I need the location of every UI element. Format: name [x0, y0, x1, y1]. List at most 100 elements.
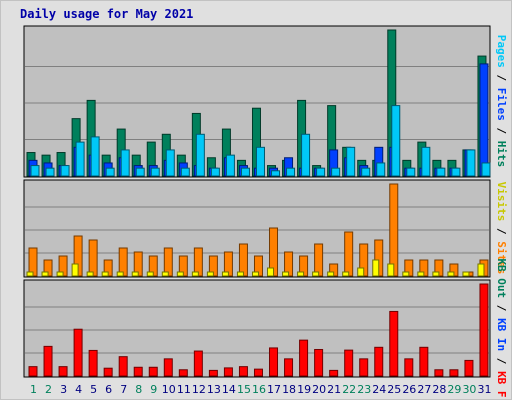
day-label: 13 [207, 383, 221, 396]
legend-item-pages: Pages [495, 35, 508, 68]
bar-kbytes [434, 369, 444, 377]
bar-kbytes [449, 369, 459, 377]
day-label: 29 [447, 383, 461, 396]
bar-sites [344, 231, 354, 277]
bar-pages [30, 165, 40, 177]
bar-pages [180, 167, 190, 177]
day-label: 17 [267, 383, 281, 396]
day-label: 21 [327, 383, 341, 396]
day-label: 3 [60, 383, 67, 396]
bar-visits [86, 271, 94, 277]
bar-visits [101, 271, 109, 277]
bar-kbytes [344, 349, 354, 377]
bar-kbytes [88, 349, 98, 377]
bar-kbytes [148, 366, 158, 377]
bar-kbytes [404, 358, 414, 377]
bar-visits [221, 271, 229, 277]
day-label: 12 [192, 383, 206, 396]
day-label: 30 [462, 383, 476, 396]
day-label: 6 [105, 383, 112, 396]
day-label: 22 [342, 383, 356, 396]
bar-visits [191, 271, 199, 277]
day-label: 10 [162, 383, 176, 396]
bar-visits [282, 271, 290, 277]
bar-kbytes [464, 359, 474, 377]
bar-pages [391, 105, 401, 177]
bar-pages [421, 146, 431, 177]
bar-pages [45, 167, 55, 177]
bar-pages [301, 133, 311, 177]
bar-kbytes [118, 356, 128, 377]
legend-separator: / [495, 298, 508, 318]
bar-pages [240, 167, 250, 177]
bar-pages [406, 167, 416, 177]
legend-bottom: KB Out / KB In / KB F [495, 258, 508, 397]
bar-kbytes [238, 366, 248, 377]
bar-visits [327, 271, 335, 277]
legend-separator: / [495, 351, 508, 371]
day-label: 28 [432, 383, 446, 396]
bar-kbytes [329, 369, 339, 377]
legend-item-hits: Hits [495, 141, 508, 168]
bar-kbytes [133, 366, 143, 377]
bar-kbytes [314, 348, 324, 377]
legend-separator: / [495, 221, 508, 241]
bar-visits [56, 271, 64, 277]
bar-pages [60, 165, 70, 177]
bar-kbytes [43, 345, 53, 377]
bar-pages [120, 149, 130, 177]
bar-visits [26, 271, 34, 277]
bar-visits [236, 271, 244, 277]
day-label: 15 [237, 383, 251, 396]
bar-kbytes [359, 358, 369, 377]
bar-visits [267, 267, 275, 277]
bar-pages [331, 167, 341, 177]
legend-middle: Visits / Sites [495, 182, 508, 275]
bar-visits [251, 271, 259, 277]
day-label: 2 [45, 383, 52, 396]
bar-kbytes [103, 367, 113, 377]
day-label: 26 [402, 383, 416, 396]
day-label: 16 [252, 383, 266, 396]
bar-kbytes [178, 369, 188, 377]
bar-kbytes [193, 350, 203, 377]
bar-sites [88, 239, 98, 277]
bar-kbytes [163, 358, 173, 377]
legend-top: Pages / Files / Hits [495, 35, 508, 168]
legend-item-kb-in: KB In [495, 318, 508, 351]
bar-sites [389, 183, 399, 277]
bar-visits [71, 263, 79, 277]
bar-pages [195, 133, 205, 177]
bar-pages [75, 141, 85, 177]
bar-visits [417, 271, 425, 277]
legend-item-sites: Sites [495, 241, 508, 274]
bar-pages [436, 167, 446, 177]
bar-visits [206, 271, 214, 277]
bar-sites [238, 243, 248, 277]
bar-kbytes [208, 369, 218, 377]
day-label: 7 [120, 383, 127, 396]
bar-visits [462, 271, 470, 277]
bar-pages [376, 162, 386, 177]
bar-kbytes [269, 347, 279, 377]
bar-visits [342, 271, 350, 277]
bar-sites [314, 243, 324, 277]
day-label: 5 [90, 383, 97, 396]
chart-title: Daily usage for May 2021 [20, 7, 194, 21]
bar-visits [297, 271, 305, 277]
day-label: 14 [222, 383, 236, 396]
bar-pages [90, 136, 100, 177]
day-label: 27 [417, 383, 431, 396]
bar-kbytes [73, 328, 83, 377]
bar-visits [131, 271, 139, 277]
bar-pages [255, 146, 265, 177]
bar-kbytes [58, 366, 68, 377]
bar-visits [372, 259, 380, 277]
bar-pages [225, 154, 235, 177]
bar-kbytes [419, 346, 429, 377]
bar-pages [466, 149, 476, 177]
bar-kbytes [299, 339, 309, 377]
bar-pages [451, 167, 461, 177]
legend-item-visits: Visits [495, 182, 508, 222]
bar-pages [135, 167, 145, 177]
